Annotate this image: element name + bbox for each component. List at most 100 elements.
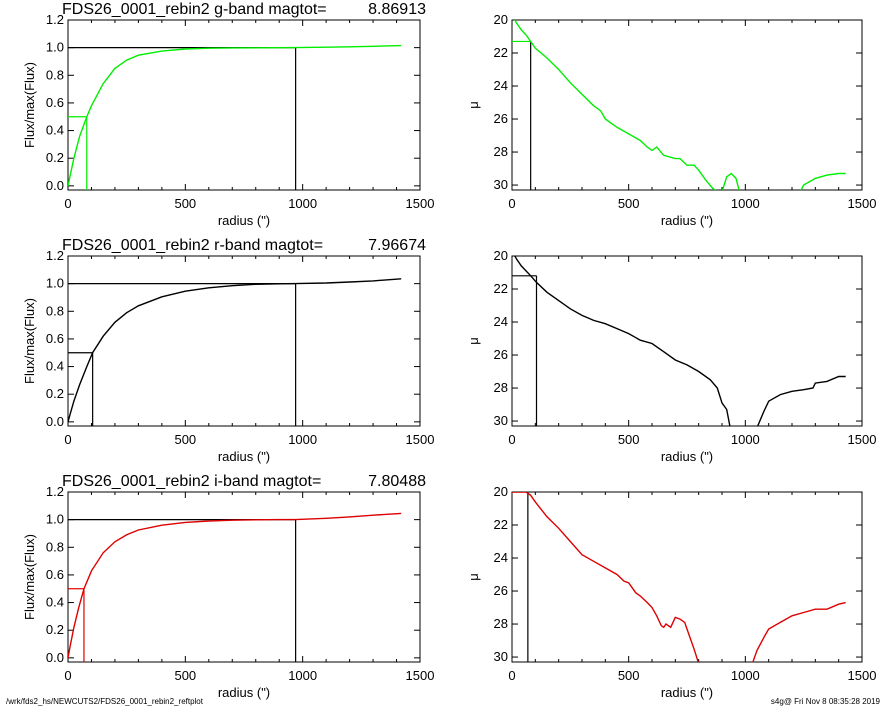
panel-i-surface-brightness: 0 500 1000 1500 20 22 24 26 28 30 radius (") μ <box>466 484 876 700</box>
y-tick-label: 1.0 <box>46 276 64 291</box>
y-tick-label: 0.2 <box>46 386 64 401</box>
surface-brightness-line <box>721 172 740 190</box>
y-tick-label: 24 <box>494 78 508 93</box>
plot-area <box>512 20 846 190</box>
surface-brightness-line <box>752 601 846 662</box>
y-tick-label: 0.0 <box>46 414 64 429</box>
x-tick-label: 500 <box>618 432 640 447</box>
x-tick-label: 500 <box>618 196 640 211</box>
growth-curve-line <box>68 278 402 423</box>
panel-g-growth-curve: 0 500 1000 1500 0.0 0.2 0.4 0.6 0.8 1.0 1.2 radius … <box>22 1 434 228</box>
x-tick-label: 1500 <box>848 196 877 211</box>
y-tick-label: 0.0 <box>46 650 64 665</box>
y-tick-label: 0.8 <box>46 539 64 554</box>
plot-frame <box>67 491 421 663</box>
y-tick-label: 28 <box>494 616 508 631</box>
magtot-value: 7.80488 <box>368 473 426 490</box>
x-tick-label: 1000 <box>288 196 317 211</box>
y-axis-label: μ <box>466 573 481 581</box>
y-tick-label: 24 <box>494 550 508 565</box>
panel-title: FDS26_0001_rebin2 i-band magtot= <box>62 473 321 490</box>
y-tick-label: 30 <box>494 649 508 664</box>
plot-frame <box>67 19 421 191</box>
x-tick-label: 500 <box>174 196 196 211</box>
y-tick-label: 0.0 <box>46 178 64 193</box>
y-axis-label: μ <box>466 101 481 109</box>
x-axis-label: radius (") <box>218 449 270 464</box>
y-tick-label: 30 <box>494 413 508 428</box>
x-tick-label: 0 <box>64 196 71 211</box>
x-tick-label: 1500 <box>848 668 877 683</box>
x-tick-label: 0 <box>508 196 515 211</box>
plot-area <box>512 256 846 426</box>
y-tick-label: 0.2 <box>46 622 64 637</box>
plot-frame <box>511 255 863 427</box>
x-tick-label: 1000 <box>731 432 760 447</box>
panel-r-growth-curve: 0 500 1000 1500 0.0 0.2 0.4 0.6 0.8 1.0 1.2 radius … <box>22 237 434 464</box>
y-tick-label: 0.8 <box>46 67 64 82</box>
x-axis-label: radius (") <box>218 685 270 700</box>
y-tick-label: 26 <box>494 583 508 598</box>
y-tick-label: 1.2 <box>46 248 64 263</box>
x-tick-label: 0 <box>64 668 71 683</box>
y-axis-label: μ <box>466 337 481 345</box>
y-tick-label: 0.6 <box>46 567 64 582</box>
surface-brightness-line <box>756 375 846 426</box>
y-axis-label: Flux/max(Flux) <box>22 298 37 384</box>
surface-brightness-line <box>514 256 731 426</box>
surface-brightness-line <box>514 20 717 190</box>
x-tick-label: 1000 <box>288 668 317 683</box>
growth-curve-line <box>68 512 402 659</box>
plot-area <box>68 44 402 190</box>
x-tick-label: 500 <box>174 668 196 683</box>
x-tick-label: 1500 <box>406 432 435 447</box>
x-tick-label: 1000 <box>288 432 317 447</box>
panel-r-surface-brightness: 0 500 1000 1500 20 22 24 26 28 30 radius (") μ <box>466 248 876 464</box>
x-tick-label: 1500 <box>848 432 877 447</box>
x-axis-label: radius (") <box>661 685 713 700</box>
footer-timestamp: s4g@ Fri Nov 8 08:35:28 2019 <box>771 697 881 706</box>
y-tick-label: 24 <box>494 314 508 329</box>
y-tick-label: 28 <box>494 144 508 159</box>
plot-frame <box>67 255 421 427</box>
y-tick-label: 0.8 <box>46 303 64 318</box>
y-tick-label: 20 <box>494 12 508 27</box>
y-tick-label: 1.0 <box>46 512 64 527</box>
y-tick-label: 28 <box>494 380 508 395</box>
footer-path: /wrk/fds2_hs/NEWCUTS2/FDS26_0001_rebin2_… <box>6 697 204 706</box>
x-tick-label: 1000 <box>731 668 760 683</box>
x-tick-label: 500 <box>174 432 196 447</box>
y-axis-label: Flux/max(Flux) <box>22 62 37 148</box>
y-tick-label: 22 <box>494 281 508 296</box>
x-tick-label: 1000 <box>731 196 760 211</box>
y-tick-label: 20 <box>494 248 508 263</box>
y-tick-label: 0.4 <box>46 359 64 374</box>
panel-title: FDS26_0001_rebin2 r-band magtot= <box>62 237 323 254</box>
x-tick-label: 1500 <box>406 668 435 683</box>
y-tick-label: 26 <box>494 347 508 362</box>
y-tick-label: 1.2 <box>46 484 64 499</box>
x-tick-label: 1500 <box>406 196 435 211</box>
x-axis-label: radius (") <box>661 213 713 228</box>
y-tick-label: 26 <box>494 111 508 126</box>
surface-brightness-line <box>512 492 699 662</box>
panel-title: FDS26_0001_rebin2 g-band magtot= <box>62 1 327 18</box>
growth-curve-line <box>68 44 402 187</box>
x-axis-label: radius (") <box>661 449 713 464</box>
surface-brightness-line <box>800 172 846 190</box>
magtot-value: 8.86913 <box>368 1 426 18</box>
y-axis-label: Flux/max(Flux) <box>22 534 37 620</box>
y-tick-label: 30 <box>494 177 508 192</box>
y-tick-label: 0.2 <box>46 150 64 165</box>
x-axis-label: radius (") <box>218 213 270 228</box>
x-tick-label: 0 <box>508 668 515 683</box>
y-tick-label: 22 <box>494 45 508 60</box>
plot-area <box>512 492 846 662</box>
y-tick-label: 1.2 <box>46 12 64 27</box>
plot-area <box>68 512 402 662</box>
x-tick-label: 0 <box>508 432 515 447</box>
panel-i-growth-curve: 0 500 1000 1500 0.0 0.2 0.4 0.6 0.8 1.0 1.2 radius … <box>22 473 434 700</box>
y-tick-label: 0.4 <box>46 595 64 610</box>
magtot-value: 7.96674 <box>368 237 426 254</box>
